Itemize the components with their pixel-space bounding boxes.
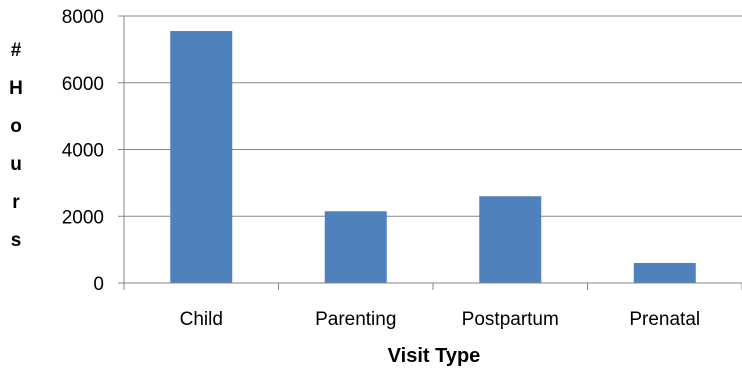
bar-parenting <box>324 211 387 283</box>
x-tick-labels: Child Parenting Postpartum Prenatal <box>180 309 701 330</box>
y-tick-labels: 0 2000 4000 6000 8000 <box>62 7 104 295</box>
bar-child <box>170 31 233 283</box>
x-tick-label: Parenting <box>315 309 396 330</box>
bar-postpartum <box>479 196 542 283</box>
y-tick-label: 8000 <box>62 7 104 28</box>
x-tick-label: Child <box>180 309 223 330</box>
y-tick-label: 0 <box>93 274 104 295</box>
axes <box>118 15 742 290</box>
x-tick-label: Postpartum <box>462 309 559 330</box>
x-axis-label: Visit Type <box>388 345 481 367</box>
x-tick-label: Prenatal <box>629 309 700 330</box>
y-tick-label: 4000 <box>62 141 104 162</box>
y-tick-label: 2000 <box>62 207 104 228</box>
bar-prenatal <box>633 262 696 283</box>
y-tick-label: 6000 <box>62 74 104 95</box>
bars <box>170 31 696 283</box>
